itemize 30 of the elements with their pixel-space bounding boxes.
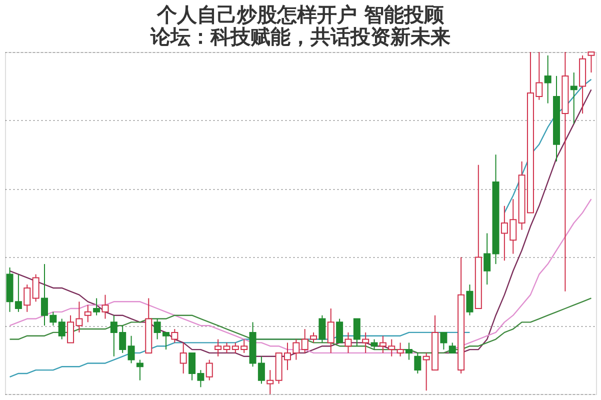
candlestick	[370, 338, 378, 350]
candlestick	[128, 335, 135, 364]
candlestick	[344, 332, 352, 354]
candlestick	[544, 54, 552, 104]
candlestick	[266, 370, 274, 394]
candlestick	[484, 232, 491, 286]
candlestick	[32, 274, 40, 302]
candlestick	[440, 332, 448, 350]
candlestick	[171, 328, 178, 344]
chart-title: 个人自己炒股怎样开户 智能投顾论坛：科技赋能，共话投资新未来	[150, 2, 450, 48]
candlestick	[58, 318, 66, 340]
candlestick	[396, 342, 404, 357]
candlestick	[102, 294, 109, 320]
candlestick	[405, 342, 412, 360]
candlestick	[448, 342, 456, 354]
candlestick	[24, 284, 31, 312]
candlestick	[336, 318, 344, 344]
candlestick	[353, 318, 360, 347]
candlestick	[93, 298, 100, 316]
candlestick	[180, 342, 187, 374]
candlestick	[318, 314, 326, 344]
candlestick	[414, 352, 422, 374]
candlestick	[327, 308, 334, 354]
candlestick	[588, 52, 595, 74]
candlestick	[84, 304, 92, 323]
candlestick	[570, 72, 578, 124]
candlestick	[206, 359, 213, 381]
candlestick	[362, 332, 370, 354]
candlestick	[466, 284, 474, 316]
candlestick	[136, 359, 144, 381]
